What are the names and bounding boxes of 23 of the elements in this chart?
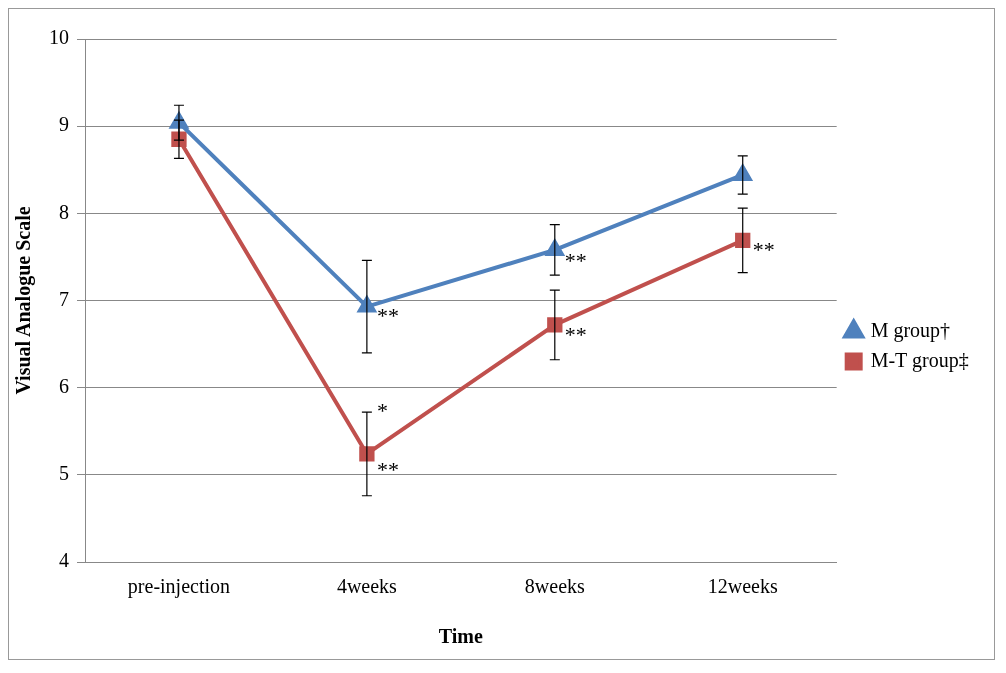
- annotation: **: [752, 237, 775, 263]
- x-tick-label: 12weeks: [707, 575, 778, 598]
- y-tick-label: 10: [49, 26, 69, 49]
- point: [735, 232, 751, 249]
- y-tick-label: 5: [59, 462, 69, 485]
- annotation: *: [376, 397, 388, 423]
- x-tick-label: pre-injection: [127, 575, 231, 599]
- annotation: **: [564, 247, 587, 273]
- y-tick-label: 7: [59, 287, 69, 310]
- legend-label: M-T group‡: [870, 348, 969, 372]
- y-tick-label: 8: [59, 200, 69, 223]
- y-axis-title: Visual Analogue Scale: [12, 206, 36, 395]
- annotation: **: [376, 457, 399, 483]
- y-tick-label: 6: [59, 374, 69, 397]
- x-tick-label: 8weeks: [524, 575, 585, 598]
- annotation: **: [376, 302, 399, 328]
- y-tick-label: 9: [59, 113, 69, 136]
- annotation: **: [564, 322, 587, 348]
- y-tick-label: 4: [59, 549, 69, 572]
- point: [547, 317, 563, 333]
- x-axis-title: Time: [438, 625, 483, 648]
- legend-label: M group†: [870, 318, 951, 342]
- x-tick-label: 4weeks: [336, 575, 398, 598]
